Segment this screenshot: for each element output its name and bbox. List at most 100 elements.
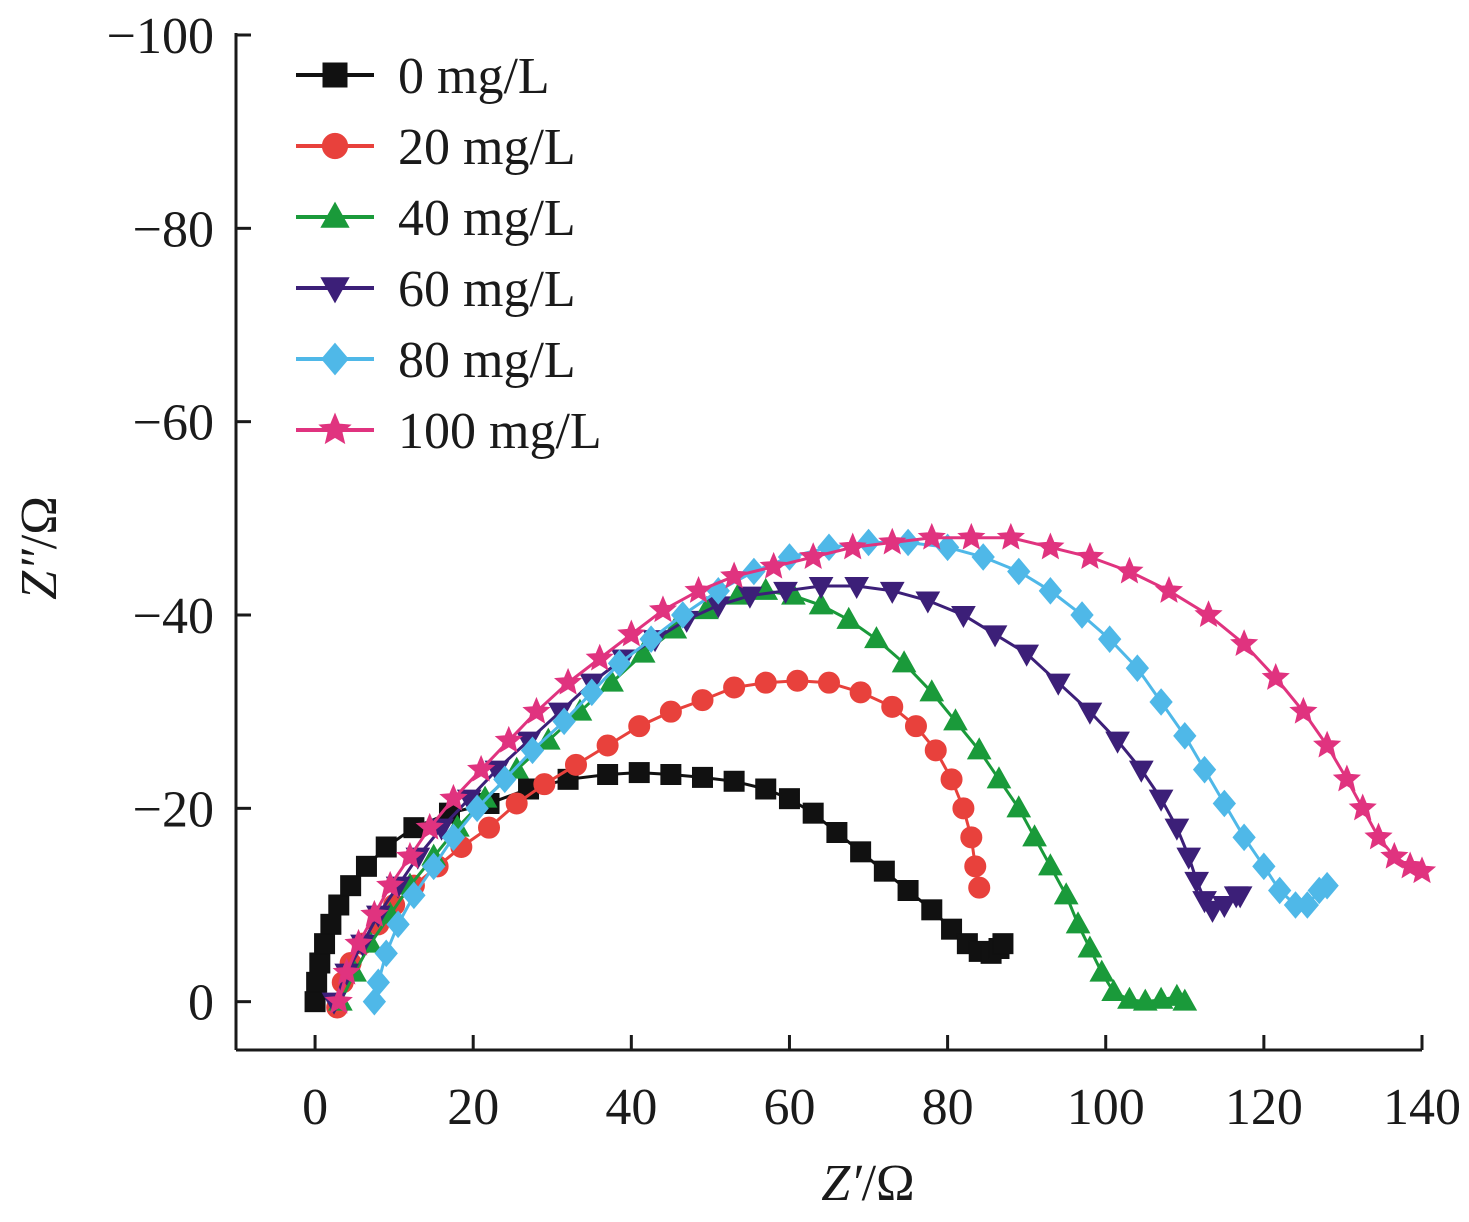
- x-tick-label: 100: [1067, 1079, 1145, 1136]
- data-point: [1332, 764, 1361, 792]
- data-point: [808, 592, 834, 615]
- data-point: [441, 823, 466, 852]
- data-point: [943, 708, 968, 731]
- data-point: [580, 678, 604, 707]
- data-point: [684, 576, 713, 603]
- data-point: [478, 816, 501, 839]
- legend-marker: [320, 277, 350, 304]
- data-point: [802, 802, 824, 824]
- legend-item: 100 mg/L: [296, 403, 602, 460]
- y-axis-label: Z″/Ω: [11, 496, 68, 600]
- data-point: [1125, 654, 1150, 682]
- data-point: [403, 817, 425, 839]
- data-point: [919, 679, 945, 702]
- data-point: [952, 797, 975, 820]
- data-point: [309, 952, 331, 974]
- data-point: [1230, 629, 1259, 656]
- data-point: [1149, 688, 1173, 716]
- data-point: [921, 899, 943, 921]
- data-point: [596, 734, 619, 757]
- legend-label: 100 mg/L: [398, 403, 602, 460]
- x-axis-label: Z′/Ω: [821, 1155, 914, 1212]
- data-point: [1022, 824, 1047, 847]
- data-point: [648, 595, 678, 623]
- data-point: [1194, 600, 1223, 627]
- data-point: [1101, 978, 1126, 1001]
- data-point: [957, 522, 986, 550]
- data-point: [628, 715, 651, 738]
- data-point: [1006, 795, 1032, 818]
- legend-label: 40 mg/L: [398, 190, 576, 247]
- x-tick-label: 60: [763, 1079, 815, 1136]
- x-tick-label: 0: [302, 1079, 328, 1136]
- data-point: [304, 991, 326, 1013]
- data-point: [1077, 702, 1103, 725]
- data-point: [533, 773, 556, 796]
- data-point: [395, 841, 425, 869]
- data-point: [1252, 852, 1276, 881]
- legend-marker: [321, 342, 349, 376]
- data-point: [960, 826, 983, 849]
- data-point: [897, 880, 919, 901]
- data-point: [1261, 663, 1290, 690]
- data-point: [904, 715, 927, 738]
- data-point: [720, 561, 749, 589]
- data-point: [1148, 789, 1174, 812]
- series-1: [326, 669, 991, 1019]
- data-point: [1128, 760, 1154, 783]
- data-point: [439, 783, 468, 811]
- x-tick-label: 80: [922, 1079, 974, 1136]
- legend-label: 80 mg/L: [398, 332, 576, 389]
- data-point: [1117, 986, 1142, 1009]
- series-5: [324, 522, 1437, 1014]
- data-point: [617, 619, 646, 647]
- data-point: [879, 581, 905, 604]
- data-point: [344, 928, 373, 956]
- data-point: [535, 727, 561, 750]
- data-point: [951, 606, 976, 629]
- data-point: [597, 764, 619, 785]
- data-point: [759, 551, 788, 579]
- data-point: [340, 875, 362, 897]
- data-point: [1172, 988, 1198, 1011]
- data-point: [1007, 557, 1031, 586]
- data-point: [786, 669, 809, 692]
- data-point: [799, 542, 828, 569]
- data-point: [818, 671, 840, 694]
- data-point: [915, 591, 941, 614]
- y-tick-label: 0: [188, 975, 214, 1032]
- data-point: [1313, 730, 1342, 758]
- legend-label: 60 mg/L: [398, 261, 576, 318]
- data-point: [659, 700, 682, 723]
- data-point: [1038, 577, 1063, 605]
- data-point: [881, 695, 904, 718]
- legend-item: 40 mg/L: [296, 190, 576, 247]
- x-axis-label-main: Z′: [821, 1155, 863, 1212]
- legend-label: 20 mg/L: [398, 119, 576, 176]
- data-point: [522, 696, 551, 724]
- data-point: [1211, 896, 1237, 919]
- data-point: [924, 739, 947, 762]
- data-point: [755, 778, 777, 800]
- data-point: [941, 918, 963, 940]
- data-point: [599, 669, 624, 692]
- data-point: [873, 860, 895, 882]
- data-point: [778, 788, 800, 810]
- data-point: [505, 792, 528, 815]
- data-point: [1227, 886, 1253, 909]
- data-point: [671, 601, 695, 629]
- data-point: [520, 736, 545, 765]
- data-point: [1232, 823, 1256, 852]
- data-point: [362, 987, 387, 1016]
- data-point: [355, 855, 377, 877]
- y-tick-label: −100: [107, 8, 214, 65]
- data-point: [630, 640, 656, 663]
- series-0: [304, 762, 1014, 1013]
- legend-marker: [321, 132, 349, 160]
- data-point: [992, 933, 1014, 955]
- data-point: [314, 933, 336, 955]
- data-point: [494, 725, 523, 753]
- axes: 0 20 40 60 80 100 120 140 0 −20 −40 −60 −80 −100: [107, 8, 1461, 1136]
- data-point: [465, 794, 489, 823]
- data-point: [374, 939, 398, 968]
